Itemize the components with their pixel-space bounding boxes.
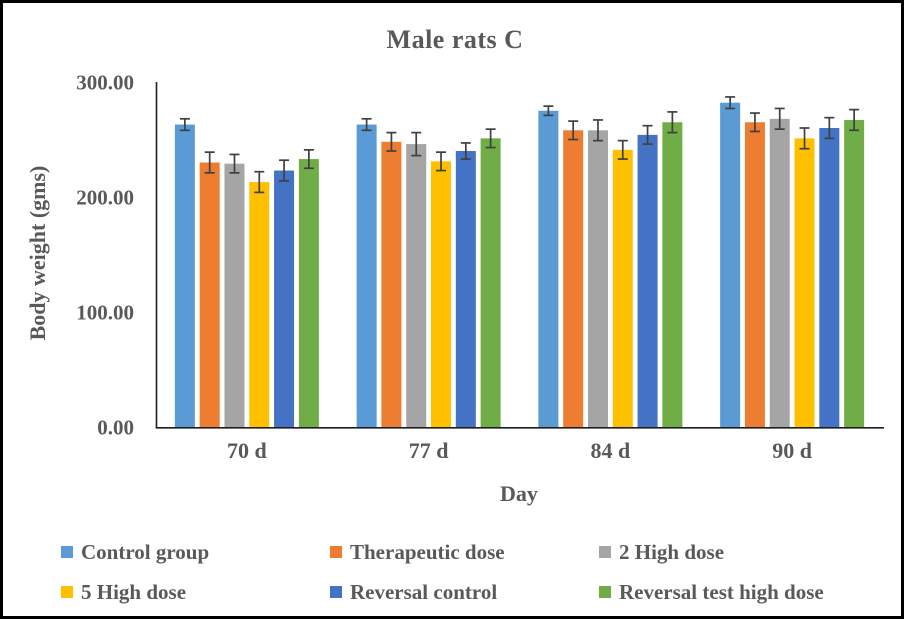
legend-item: Reversal test high dose (599, 580, 824, 604)
bar-s3-c2 (612, 149, 633, 427)
error-bar-s2-c0 (229, 153, 240, 174)
error-bar-s1-c3 (749, 112, 760, 133)
error-bar-s3-c0 (254, 170, 265, 194)
bar-s5-c1 (480, 138, 501, 427)
bar-s4-c3 (819, 128, 840, 427)
bar-s1-c1 (381, 141, 402, 428)
x-category-label: 84 d (591, 438, 631, 463)
legend-marker (61, 586, 73, 598)
legend-item: 5 High dose (61, 580, 186, 604)
error-bar-s0-c3 (725, 96, 736, 110)
bar-s3-c0 (249, 182, 270, 427)
error-bar-s4-c1 (460, 142, 471, 160)
x-category-label: 70 d (227, 438, 267, 463)
error-bar-s0-c2 (543, 105, 554, 117)
bar-s2-c2 (587, 130, 608, 428)
legend-label: Reversal test high dose (619, 579, 824, 604)
bar-s2-c0 (224, 163, 245, 427)
error-bar-s0-c0 (179, 117, 190, 132)
legend-marker (599, 546, 611, 558)
legend-marker (330, 586, 342, 598)
bar-s4-c0 (274, 170, 295, 428)
x-category-label: 77 d (409, 438, 449, 463)
error-bar-s4-c2 (642, 124, 653, 145)
bar-s0-c1 (356, 124, 377, 428)
error-bar-s4-c3 (824, 116, 835, 140)
legend-item: Control group (61, 540, 209, 564)
bar-s2-c1 (406, 144, 427, 427)
legend-marker (599, 586, 611, 598)
bar-s1-c3 (744, 122, 765, 427)
error-bar-s1-c2 (568, 120, 579, 141)
error-bar-s3-c2 (617, 139, 628, 160)
legend-label: Therapeutic dose (350, 539, 505, 564)
chart-title: Male rats C (386, 25, 524, 54)
error-bar-s2-c2 (592, 119, 603, 142)
y-tick-label: 0.00 (97, 416, 134, 440)
legend-label: 2 High dose (619, 539, 725, 564)
error-bar-s2-c3 (774, 107, 785, 131)
bar-s4-c2 (637, 134, 658, 427)
bar-s3-c3 (794, 138, 815, 427)
bar-s5-c0 (298, 159, 319, 428)
bar-s5-c3 (844, 119, 865, 427)
legend-label: 5 High dose (81, 579, 187, 604)
legend-marker (61, 546, 73, 558)
error-bar-s1-c1 (386, 131, 397, 152)
x-category-label: 90 d (772, 438, 812, 463)
legend-marker (330, 546, 342, 558)
bar-s1-c2 (563, 130, 584, 428)
legend-label: Control group (81, 539, 210, 564)
bar-s0-c0 (174, 124, 195, 428)
y-tick-label: 200.00 (76, 186, 134, 210)
bar-s5-c2 (662, 122, 683, 427)
error-bar-s1-c0 (204, 151, 215, 174)
bar-s3-c1 (431, 161, 452, 427)
legend-item: 2 High dose (599, 540, 724, 564)
y-tick-label: 100.00 (76, 301, 134, 325)
error-bar-s5-c2 (667, 111, 678, 134)
error-bar-s5-c0 (303, 149, 314, 170)
error-bar-s5-c3 (849, 108, 860, 132)
bar-s4-c1 (455, 151, 476, 427)
bar-s2-c3 (769, 118, 790, 428)
error-bar-s5-c1 (485, 128, 496, 149)
x-axis-title: Day (500, 481, 538, 506)
error-bar-s3-c1 (436, 151, 447, 172)
bar-s0-c3 (720, 102, 741, 427)
legend-label: Reversal control (350, 579, 498, 604)
error-bar-s0-c1 (361, 117, 372, 132)
error-bar-s2-c1 (411, 131, 422, 157)
error-bar-s3-c3 (799, 127, 810, 150)
legend-item: Therapeutic dose (330, 540, 505, 564)
error-bar-s4-c0 (279, 159, 290, 182)
bar-s1-c0 (199, 162, 220, 427)
bar-chart-plot-area: 0.00 100.00 200.00 300.00 70 d 77 d 84 d 90 d (76, 71, 884, 463)
legend-item: Reversal control (330, 580, 497, 604)
y-tick-label: 300.00 (76, 71, 134, 95)
bar-s0-c2 (538, 110, 559, 427)
